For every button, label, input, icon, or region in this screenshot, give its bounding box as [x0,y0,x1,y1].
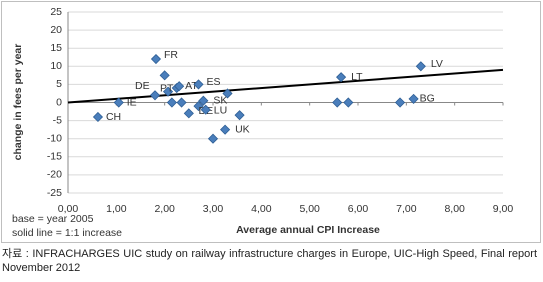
point-label: FR [164,49,178,61]
point [198,95,209,106]
y-tick-label: -20 [47,169,62,181]
x-tick-label: 2,00 [154,203,175,215]
x-axis-label: Average annual CPI Increase [236,224,380,236]
chart-border [1,1,541,243]
point-label: LV [431,58,443,70]
source-note: 자료 : INFRACHARGES UIC study on railway i… [2,248,537,274]
y-tick-label: 15 [50,42,62,54]
x-tick-label: 4,00 [251,203,272,215]
point [234,110,245,121]
y-tick-label: 20 [50,24,62,36]
x-tick-label: 9,00 [493,203,514,215]
y-tick-label: -15 [47,151,62,163]
point [336,72,347,83]
y-tick-label: 5 [56,78,62,90]
point-label: LT [351,71,363,83]
point [176,97,187,108]
x-tick-label: 3,00 [203,203,224,215]
point [149,90,161,101]
point [174,81,185,92]
point-label: LU [214,105,227,117]
y-tick-label: -10 [47,132,62,144]
point-label: PT [160,82,174,94]
point-label: SK [213,94,227,106]
trend-line [67,68,504,104]
annotation: solid line = 1:1 increase [12,227,122,239]
point-label: IE [127,96,137,108]
point-label: DE [135,80,150,92]
y-tick-label: 0 [56,96,62,108]
point [162,86,174,97]
x-tick-label: 5,00 [299,203,320,215]
x-tick-label: 8,00 [444,203,465,215]
point [394,97,406,108]
point-label: CH [106,111,121,123]
point [113,97,124,108]
y-tick-label: -5 [53,114,62,126]
y-axis-label: change in fees per year [12,44,24,161]
point [159,70,170,81]
point [92,111,104,123]
point-label: BG [420,93,435,105]
point [193,101,204,112]
y-tick-label: 10 [50,60,62,72]
point [408,93,419,104]
point [222,88,233,99]
point [193,79,204,90]
x-tick-label: 0,00 [58,203,79,215]
point [343,97,354,108]
point [220,124,231,135]
x-tick-label: 1,00 [106,203,127,215]
point [166,97,177,108]
x-tick-label: 6,00 [348,203,369,215]
point-label: ES [207,76,221,88]
point [415,61,426,72]
y-tick-label: -25 [47,187,62,199]
point [207,133,219,144]
chart: change in fees per year Average annual C… [1,1,541,243]
point-label: UK [235,123,250,135]
point [200,104,211,115]
point [183,108,194,119]
y-tick-label: 25 [50,6,62,18]
point [150,53,162,65]
annotation: base = year 2005 [12,213,94,225]
point [332,97,343,108]
x-tick-label: 7,00 [396,203,417,215]
